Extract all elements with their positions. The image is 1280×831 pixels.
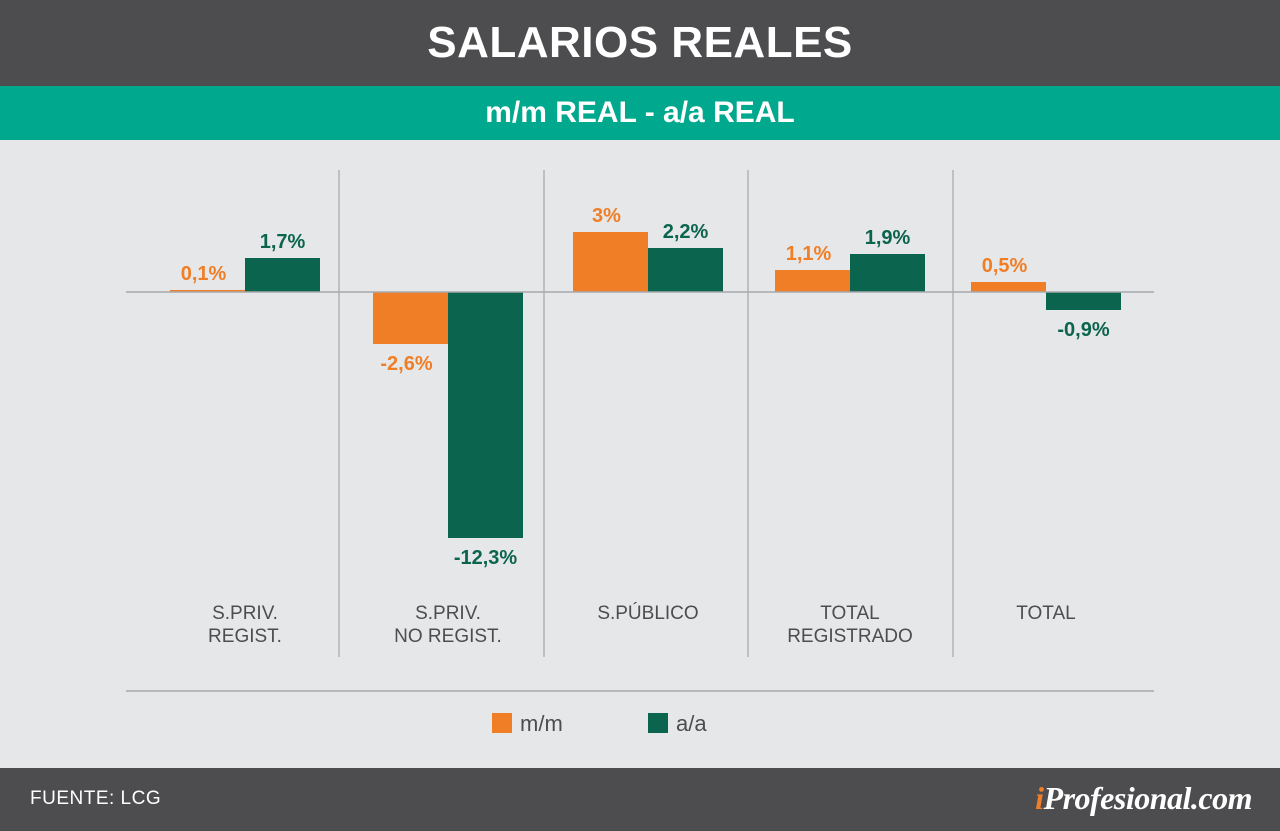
- footer-bar: FUENTE: LCG iProfesional.com: [0, 768, 1280, 831]
- data-label: -2,6%: [380, 353, 432, 375]
- bar-mm-4: [971, 282, 1046, 292]
- chart-subtitle: m/m REAL - a/a REAL: [0, 86, 1280, 140]
- legend-swatch-mm: [492, 713, 512, 733]
- category-label: S.PRIV.: [415, 603, 481, 624]
- legend-label: m/m: [520, 711, 563, 736]
- bar-aa-1: [448, 292, 523, 538]
- legend-label: a/a: [676, 711, 707, 736]
- chart-title: SALARIOS REALES: [0, 0, 1280, 86]
- brand-logo-i: i: [1035, 780, 1044, 816]
- data-label: 1,7%: [260, 231, 306, 253]
- brand-logo-text: Profesional.com: [1043, 780, 1253, 816]
- legend-swatch-aa: [648, 713, 668, 733]
- category-label: NO REGIST.: [394, 626, 502, 647]
- data-label: 1,1%: [786, 243, 832, 265]
- bar-aa-2: [648, 248, 723, 292]
- data-label: 1,9%: [865, 227, 911, 249]
- data-label: 3%: [592, 205, 621, 227]
- bar-mm-0: [170, 290, 245, 292]
- category-label: REGIST.: [208, 626, 282, 647]
- data-label: -12,3%: [454, 547, 518, 569]
- category-label: REGISTRADO: [787, 626, 913, 647]
- data-label: 0,1%: [181, 263, 227, 285]
- bar-aa-0: [245, 258, 320, 292]
- category-label: S.PRIV.: [212, 603, 278, 624]
- bar-mm-2: [573, 232, 648, 292]
- bar-mm-3: [775, 270, 850, 292]
- bar-mm-1: [373, 292, 448, 344]
- bar-aa-4: [1046, 292, 1121, 310]
- data-label: -0,9%: [1057, 319, 1109, 341]
- data-label: 0,5%: [982, 255, 1028, 277]
- category-label: TOTAL: [1016, 603, 1075, 624]
- brand-logo: iProfesional.com: [1035, 780, 1252, 817]
- bar-aa-3: [850, 254, 925, 292]
- category-label: TOTAL: [820, 603, 879, 624]
- bar-chart: 0,1% -2,6% 3% 1,1% 0,5% 1,7% -12,3% 2,2% 1,9% -0,…: [126, 170, 1154, 736]
- data-label: 2,2%: [663, 221, 709, 243]
- source-note: FUENTE: LCG: [30, 788, 162, 809]
- category-label: S.PÚBLICO: [597, 602, 698, 624]
